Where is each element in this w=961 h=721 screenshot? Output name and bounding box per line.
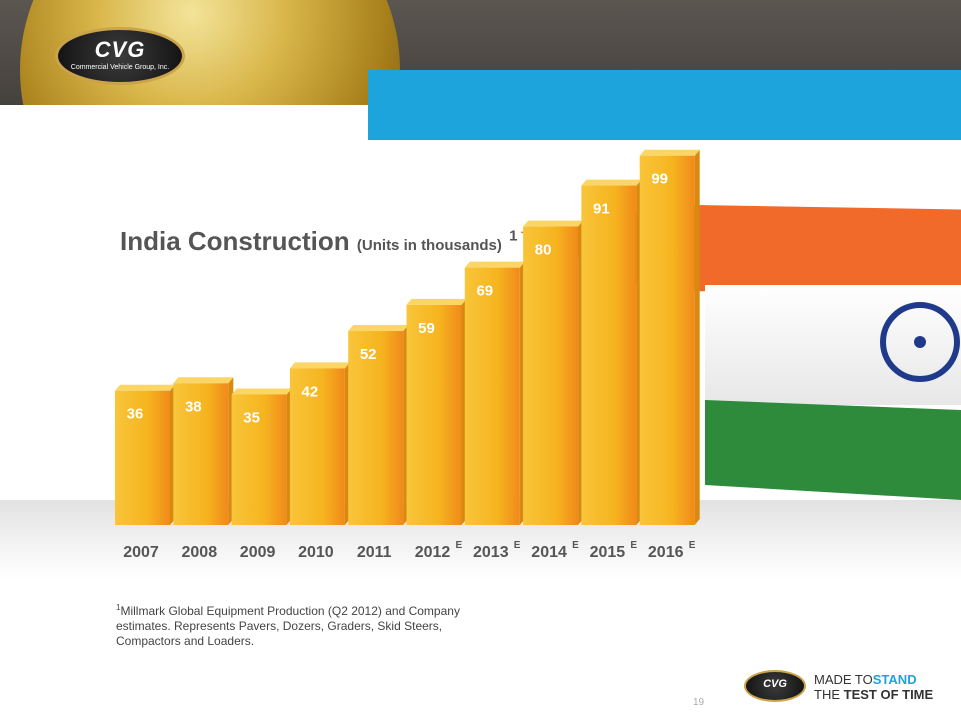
- bar-group: 42: [289, 362, 350, 525]
- page-number: 19: [693, 697, 705, 708]
- x-tick-label: 2016: [648, 544, 684, 561]
- x-tick-superscript: E: [630, 540, 637, 551]
- bar-data-label: 36: [127, 406, 144, 423]
- ashoka-chakra-icon: [880, 302, 960, 382]
- chart-subtitle: (Units in thousands): [356, 237, 502, 254]
- bar-data-label: 69: [476, 283, 493, 300]
- footer-cvg-logo: CVG: [744, 670, 806, 702]
- bar: [523, 226, 579, 525]
- bar-data-label: 42: [302, 383, 319, 400]
- tagline-line2-emphasis: TEST OF TIME: [843, 687, 934, 702]
- footer-logo-text: CVG: [763, 678, 787, 690]
- x-tick-label: 2012: [415, 544, 451, 561]
- bar-top: [289, 362, 350, 369]
- flag-green-stripe: [705, 400, 961, 500]
- bar-top: [639, 149, 700, 156]
- bar-data-label: 80: [535, 242, 552, 259]
- footnote-text: Millmark Global Equipment Production (Q2…: [116, 604, 460, 648]
- bar: [406, 304, 462, 525]
- bar: [115, 390, 170, 525]
- chart-title: India Construction (Units in thousands) …: [120, 226, 517, 257]
- x-tick-label: 2013: [473, 544, 509, 561]
- footnote-marker: 1: [116, 603, 121, 612]
- bar: [639, 155, 695, 526]
- x-tick-superscript: E: [689, 540, 696, 551]
- tagline-line1: MADE TOSTAND: [814, 672, 933, 687]
- tagline: MADE TOSTAND THE TEST OF TIME: [814, 672, 933, 702]
- bar-top: [348, 325, 409, 332]
- bar-top: [523, 220, 584, 227]
- bar-top: [231, 388, 292, 395]
- x-tick-label: 2009: [240, 544, 276, 561]
- bar: [348, 331, 404, 525]
- chart-title-main: India Construction: [120, 226, 350, 256]
- bar-top: [581, 179, 642, 186]
- bar-group: 91: [581, 179, 642, 525]
- title-band: [368, 70, 961, 140]
- tagline-emphasis: STAND: [872, 672, 917, 687]
- bar-data-label: 38: [185, 398, 202, 415]
- x-tick-label: 2007: [123, 544, 159, 561]
- logo-subtext: Commercial Vehicle Group, Inc.: [70, 64, 170, 71]
- footnote: 1Millmark Global Equipment Production (Q…: [116, 600, 496, 649]
- x-tick-label: 2011: [357, 544, 392, 561]
- bar-chart: 36 2007 38 2008 35 2009 42 2010 52 2011 59 2012 E 69 2…: [115, 149, 700, 561]
- bar-data-label: 99: [651, 171, 668, 188]
- bar-top: [115, 384, 175, 391]
- bar-top: [173, 377, 234, 384]
- bar: [173, 383, 229, 525]
- cvg-logo: CVG Commercial Vehicle Group, Inc.: [55, 27, 185, 85]
- x-tick-label: 2008: [182, 544, 218, 561]
- bar-data-label: 59: [418, 320, 435, 337]
- tagline-line2: THE TEST OF TIME: [814, 687, 933, 702]
- bar: [231, 394, 287, 525]
- bar-top: [406, 298, 467, 305]
- bar-group: 38: [173, 377, 234, 525]
- bar-group: 52: [348, 325, 409, 525]
- bar-top: [464, 261, 525, 268]
- x-tick-superscript: E: [456, 540, 463, 551]
- bar: [289, 368, 345, 525]
- bar-group: 35: [231, 388, 292, 525]
- bar: [581, 185, 637, 525]
- bar-data-label: 52: [360, 346, 377, 363]
- tagline-line2-prefix: THE: [814, 687, 840, 702]
- logo-text: CVG: [94, 37, 146, 62]
- x-tick-label: 2014: [531, 544, 567, 561]
- x-tick-superscript: E: [514, 540, 521, 551]
- bar-side: [694, 149, 700, 526]
- x-tick-superscript: E: [572, 540, 579, 551]
- bar-group: 80: [523, 220, 584, 525]
- bar-data-label: 91: [593, 201, 610, 218]
- x-tick-label: 2010: [298, 544, 334, 561]
- chart-footnote-marker: 1: [509, 227, 518, 245]
- bar-group: 99: [639, 149, 700, 526]
- x-tick-label: 2015: [590, 544, 626, 561]
- bar-group: 69: [464, 261, 525, 525]
- bar-group: 36: [115, 384, 175, 525]
- bar-group: 59: [406, 298, 467, 525]
- bar: [464, 267, 520, 525]
- tagline-prefix: MADE TO: [814, 672, 873, 687]
- bar-data-label: 35: [243, 409, 260, 426]
